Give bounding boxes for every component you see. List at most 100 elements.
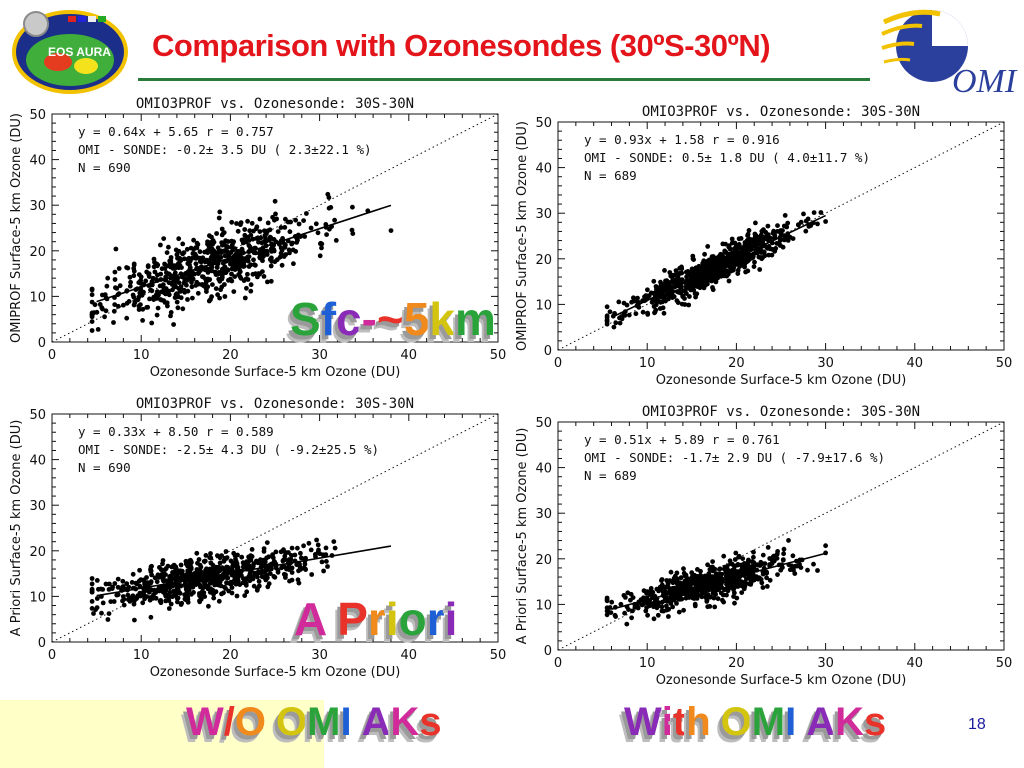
scatter-point bbox=[654, 296, 660, 302]
scatter-point bbox=[732, 600, 737, 606]
label-letter: i bbox=[444, 593, 458, 645]
scatter-point bbox=[704, 597, 710, 603]
scatter-point bbox=[165, 263, 171, 269]
scatter-point bbox=[739, 258, 744, 263]
scatter-point bbox=[158, 271, 164, 277]
scatter-point bbox=[289, 545, 295, 551]
scatter-point bbox=[155, 289, 160, 294]
scatter-point bbox=[106, 587, 112, 592]
y-tick-label: 40 bbox=[29, 154, 46, 169]
scatter-point bbox=[168, 601, 174, 607]
scatter-point bbox=[195, 271, 201, 276]
scatter-point bbox=[686, 302, 692, 308]
scatter-point bbox=[712, 604, 718, 610]
scatter-point bbox=[121, 302, 126, 308]
scatter-point bbox=[716, 253, 722, 259]
label-letter: I bbox=[785, 700, 797, 744]
chart-title: OMIO3PROF vs. Ozonesonde: 30S-30N bbox=[642, 104, 920, 120]
x-tick-label: 0 bbox=[48, 348, 56, 363]
scatter-point bbox=[132, 300, 138, 305]
scatter-point bbox=[239, 573, 244, 578]
scatter-point bbox=[753, 233, 759, 238]
scatter-point bbox=[187, 567, 193, 573]
scatter-point bbox=[702, 251, 707, 257]
scatter-points bbox=[604, 210, 828, 330]
chart-title: OMIO3PROF vs. Ozonesonde: 30S-30N bbox=[136, 96, 414, 112]
scatter-point bbox=[298, 550, 303, 556]
scatter-point bbox=[159, 266, 165, 272]
scatter-point bbox=[130, 292, 136, 298]
scatter-point bbox=[140, 306, 146, 312]
scatter-point bbox=[268, 278, 274, 284]
scatter-point bbox=[277, 254, 283, 260]
scatter-point bbox=[746, 566, 752, 572]
scatter-point bbox=[250, 236, 256, 242]
scatter-point bbox=[174, 588, 179, 594]
scatter-point bbox=[252, 570, 258, 576]
sfc-label: Sfc-~5km bbox=[290, 292, 496, 346]
scatter-point bbox=[811, 561, 816, 567]
scatter-point bbox=[166, 292, 172, 298]
scatter-point bbox=[741, 582, 747, 588]
scatter-point bbox=[624, 621, 630, 627]
chart-panel-top-left: OMIO3PROF vs. Ozonesonde: 30S-30N 0 10 20 30… bbox=[6, 92, 506, 392]
scatter-point bbox=[136, 303, 142, 309]
scatter-point bbox=[324, 232, 329, 238]
scatter-point bbox=[190, 295, 195, 301]
x-tick-label: 50 bbox=[490, 348, 506, 363]
scatter-point bbox=[619, 316, 625, 322]
y-tick-label: 40 bbox=[535, 162, 552, 177]
scatter-point bbox=[127, 274, 133, 280]
y-tick-label: 20 bbox=[29, 245, 46, 260]
scatter-point bbox=[289, 565, 295, 571]
scatter-point bbox=[658, 299, 663, 305]
scatter-point bbox=[166, 280, 172, 286]
scatter-point bbox=[670, 280, 676, 285]
scatter-point bbox=[117, 283, 123, 289]
scatter-point bbox=[136, 280, 142, 285]
scatter-point bbox=[222, 294, 228, 299]
scatter-point bbox=[228, 276, 233, 282]
scatter-point bbox=[279, 262, 285, 268]
scatter-point bbox=[688, 588, 694, 594]
scatter-point bbox=[682, 580, 687, 585]
scatter-point bbox=[297, 564, 303, 570]
scatter-point bbox=[790, 236, 796, 242]
scatter-point bbox=[739, 566, 745, 572]
scatter-point bbox=[664, 607, 670, 613]
scatter-point bbox=[219, 226, 225, 232]
note-area bbox=[0, 700, 324, 768]
scatter-point bbox=[295, 545, 300, 551]
scatter-point bbox=[170, 266, 176, 271]
scatter-point bbox=[764, 575, 769, 581]
scatter-point bbox=[258, 570, 264, 576]
eos-aura-logo: EOS AURA bbox=[8, 4, 136, 96]
scatter-point bbox=[669, 274, 675, 279]
scatter-point bbox=[672, 573, 678, 579]
scatter-point bbox=[271, 574, 277, 579]
chart-panel-bottom-right: OMIO3PROF vs. Ozonesonde: 30S-30N 0 10 20 30… bbox=[512, 400, 1012, 700]
scatter-point bbox=[703, 591, 708, 596]
scatter-point bbox=[229, 271, 234, 277]
scatter-point bbox=[264, 540, 270, 545]
x-tick-label: 50 bbox=[996, 656, 1012, 671]
scatter-point bbox=[727, 558, 733, 564]
scatter-point bbox=[811, 210, 817, 215]
scatter-point bbox=[803, 218, 809, 224]
x-tick-label: 40 bbox=[401, 648, 418, 663]
scatter-point bbox=[674, 272, 680, 278]
scatter-point bbox=[180, 241, 186, 247]
x-tick-label: 0 bbox=[48, 648, 56, 663]
scatter-point bbox=[308, 547, 314, 553]
stats-line: N = 689 bbox=[584, 468, 637, 483]
scatter-point bbox=[206, 259, 211, 265]
scatter-point bbox=[282, 225, 288, 230]
stats-line: OMI - SONDE: -2.5± 4.3 DU ( -9.2±25.5 %) bbox=[78, 442, 379, 457]
scatter-point bbox=[750, 252, 756, 257]
scatter-point bbox=[210, 282, 215, 287]
scatter-point bbox=[286, 550, 291, 555]
plot-frame bbox=[557, 121, 1005, 351]
scatter-point bbox=[253, 250, 259, 256]
scatter-point bbox=[272, 259, 278, 265]
scatter-point bbox=[207, 589, 213, 595]
